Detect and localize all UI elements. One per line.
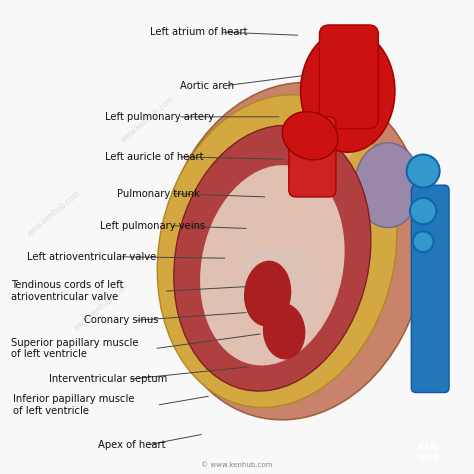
Ellipse shape: [283, 111, 338, 160]
Text: Left pulmonary veins: Left pulmonary veins: [100, 221, 206, 231]
FancyBboxPatch shape: [289, 117, 336, 197]
Text: Left atrioventricular valve: Left atrioventricular valve: [27, 252, 156, 262]
Ellipse shape: [244, 261, 292, 327]
Text: Left atrium of heart: Left atrium of heart: [150, 27, 247, 37]
Ellipse shape: [308, 119, 355, 166]
Circle shape: [410, 198, 437, 224]
Text: www.kenhub.com: www.kenhub.com: [72, 283, 129, 333]
Text: Coronary sinus: Coronary sinus: [84, 315, 158, 326]
Text: KEN
HUB: KEN HUB: [417, 443, 439, 463]
Text: Apex of heart: Apex of heart: [98, 440, 165, 450]
Ellipse shape: [174, 125, 371, 391]
Text: www.kenhub.com: www.kenhub.com: [119, 94, 176, 144]
Ellipse shape: [301, 30, 395, 152]
Text: Tendinous cords of left
atrioventricular valve: Tendinous cords of left atrioventricular…: [11, 281, 123, 302]
Ellipse shape: [157, 95, 397, 408]
FancyBboxPatch shape: [411, 185, 449, 392]
Text: Superior papillary muscle
of left ventricle: Superior papillary muscle of left ventri…: [11, 338, 138, 359]
Text: Aortic arch: Aortic arch: [181, 81, 235, 91]
Circle shape: [413, 231, 434, 252]
Text: © www.kenhub.com: © www.kenhub.com: [201, 462, 273, 468]
Text: Inferior papillary muscle
of left ventricle: Inferior papillary muscle of left ventri…: [13, 394, 135, 416]
Text: www.kenhub.com: www.kenhub.com: [25, 188, 82, 238]
Ellipse shape: [355, 143, 421, 228]
Ellipse shape: [160, 82, 427, 420]
Text: Left pulmonary artery: Left pulmonary artery: [105, 112, 214, 122]
Text: Left auricle of heart: Left auricle of heart: [105, 152, 203, 162]
Text: Interventricular septum: Interventricular septum: [48, 374, 167, 384]
Text: Pulmonary trunk: Pulmonary trunk: [117, 189, 200, 199]
Ellipse shape: [263, 303, 305, 359]
FancyBboxPatch shape: [319, 25, 378, 128]
Circle shape: [407, 155, 439, 188]
Ellipse shape: [200, 165, 345, 365]
